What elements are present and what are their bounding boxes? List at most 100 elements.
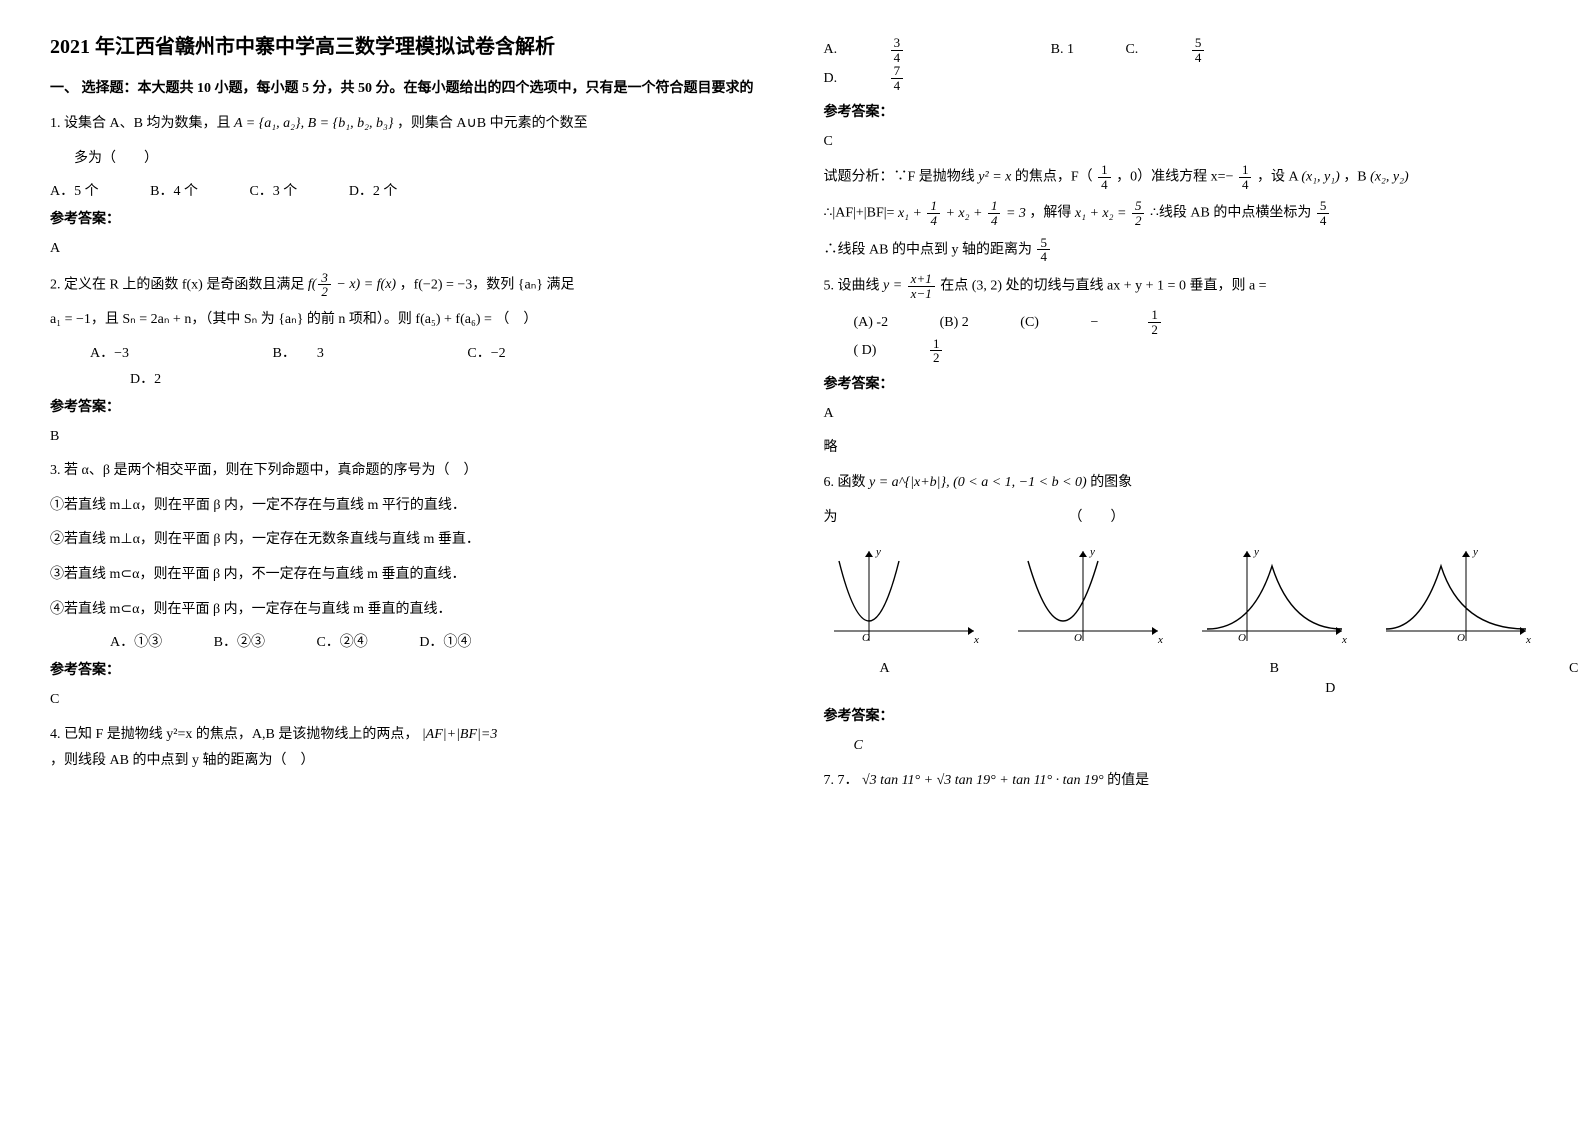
q5-optD-prefix: ( D) [854, 343, 877, 359]
q6-labD: D [1325, 681, 1335, 697]
q4-optC: C. 54 [1125, 36, 1300, 64]
q4-stem: 4. 已知 F 是抛物线 y²=x 的焦点，A,B 是该抛物线上的两点， |AF… [50, 722, 764, 775]
q4-ex1b: 的焦点，F（ [1015, 170, 1093, 185]
q2-optD: D．2 [130, 368, 161, 388]
q4-ex1c: ，0）准线方程 x=− [1116, 170, 1233, 185]
q5-optC-prefix: (C) [1020, 315, 1039, 331]
q1-text-3: 多为（ ） [50, 146, 764, 173]
q6-labC: C [1569, 661, 1578, 677]
right-column: A. 34 B. 1 C. 54 D. 74 参考答案： C 试题分析：∵F 是… [824, 30, 1538, 802]
q3-answer: C [50, 687, 764, 714]
q4-text-2: ，则线段 AB 的中点到 y 轴的距离为（ ） [50, 753, 314, 768]
q4-optB: B. 1 [1051, 42, 1074, 58]
q4-f-num: 1 [1098, 163, 1111, 178]
q2-stem-line1: 2. 定义在 R 上的函数 f(x) 是奇函数且满足 f(32 − x) = f… [50, 271, 764, 299]
q2-options-row1: A．−3 B． 3 C．−2 [50, 342, 764, 362]
q4-optD-num: 7 [891, 64, 904, 79]
q6-labB: B [1270, 661, 1279, 677]
q4-mid-den: 4 [1317, 214, 1330, 228]
q4-ex2a: ∴|AF|+|BF|= [824, 206, 895, 221]
q3-stem: 3. 若 α、β 是两个相交平面，则在下列命题中，真命题的序号为（ ） [50, 458, 764, 485]
q5-options: (A) -2 (B) 2 (C) −12 ( D) 12 [824, 308, 1538, 365]
q4-ex2-expr: x₁ + 14 + x₂ + 14 = 3 [898, 206, 1029, 221]
q4-dir-den: 4 [1239, 178, 1252, 192]
q6-expr: y = a^{|x+b|}, (0 < a < 1, −1 < b < 0) [869, 475, 1087, 490]
q6-graph-labels: A B C D [824, 661, 1538, 697]
q3-optD: D．①④ [419, 631, 471, 651]
q2-answer-label: 参考答案： [50, 396, 764, 416]
q4-optC-den: 4 [1192, 51, 1205, 65]
q6-graph-D: O x y [1376, 541, 1536, 651]
svg-text:y: y [1253, 546, 1259, 558]
q1-answer-label: 参考答案： [50, 208, 764, 228]
q7-stem: 7. 7． √3 tan 11° + √3 tan 19° + tan 11° … [824, 768, 1538, 795]
q5-optC-num: 1 [1148, 308, 1161, 323]
q5-optD: ( D) 12 [854, 337, 1039, 365]
q2-optA: A．−3 [90, 342, 129, 362]
q5-optC: (C) −12 [1020, 308, 1257, 336]
q4-ex2c: ∴线段 AB 的中点横坐标为 [1150, 206, 1311, 221]
q2-optC: C．−2 [467, 342, 505, 362]
q3-optB: B．②③ [214, 631, 265, 651]
left-column: 2021 年江西省赣州市中寨中学高三数学理模拟试卷含解析 一、 选择题：本大题共… [50, 30, 764, 802]
q5-answer: A [824, 401, 1538, 428]
q6-graph-C: O x y [1192, 541, 1352, 651]
svg-text:x: x [1341, 634, 1347, 646]
q6-graphs: O x y O x y O [824, 541, 1538, 651]
svg-text:x: x [973, 634, 979, 646]
q7-text-1: 7. 7． [824, 773, 859, 788]
q2-stem-line2: a₁ = −1，且 Sₙ = 2aₙ + n，（其中 Sₙ 为 {aₙ} 的前 … [50, 307, 764, 334]
q2-text-1: 2. 定义在 R 上的函数 f(x) 是奇函数且满足 [50, 277, 304, 292]
q4-af-bf: |AF|+|BF|=3 [422, 727, 498, 742]
q4-ex1d: ，设 A [1257, 170, 1298, 185]
svg-text:x: x [1525, 634, 1531, 646]
q4-explain-2: ∴|AF|+|BF|= x₁ + 14 + x₂ + 14 = 3 ，解得 x₁… [824, 199, 1538, 227]
q4-f-den: 4 [1098, 178, 1111, 192]
q4-optD: D. 74 [824, 64, 1000, 92]
q6-answer: C [824, 733, 1538, 760]
q4-ex1-expr1: y² = x [978, 170, 1011, 185]
svg-text:y: y [1472, 546, 1478, 558]
q4-ex1a: 试题分析：∵F 是抛物线 [824, 170, 975, 185]
q2-options-row2: D．2 [50, 368, 764, 388]
q1-answer: A [50, 236, 764, 263]
q5-optB: (B) 2 [940, 315, 969, 331]
q3-c1: ①若直线 m⊥α，则在平面 β 内，一定不存在与直线 m 平行的直线． [50, 493, 764, 520]
q3-c3: ③若直线 m⊂α，则在平面 β 内，不一定存在与直线 m 垂直的直线． [50, 562, 764, 589]
q1-text-1: 1. 设集合 A、B 均为数集，且 [50, 116, 230, 131]
q7-expr: √3 tan 11° + √3 tan 19° + tan 11° · tan … [862, 773, 1104, 788]
q1-stem: 1. 设集合 A、B 均为数集，且 A = {a₁, a₂}, B = {b₁,… [50, 111, 764, 138]
q1-optD: D．2 个 [349, 180, 398, 200]
q4-ex2-expr2: x₁ + x₂ = 52 [1075, 206, 1150, 221]
q5-stem: 5. 设曲线 y = x+1x−1 在点 (3, 2) 处的切线与直线 ax +… [824, 272, 1538, 300]
page-title: 2021 年江西省赣州市中寨中学高三数学理模拟试卷含解析 [50, 30, 764, 59]
q1-optA: A．5 个 [50, 180, 99, 200]
q4-optA-num: 3 [891, 36, 904, 51]
q5-optD-den: 2 [930, 351, 943, 365]
q6-text-1: 6. 函数 [824, 475, 866, 490]
q6-labA: A [880, 661, 890, 677]
q4-mid-num: 5 [1317, 199, 1330, 214]
q2-answer: B [50, 424, 764, 451]
q5-optD-num: 1 [930, 337, 943, 352]
q5-note: 略 [824, 435, 1538, 462]
q4-answer: C [824, 129, 1538, 156]
q1-set-expr: A = {a₁, a₂}, B = {b₁, b₂, b₃} [234, 116, 393, 131]
q5-optC-sign: − [1090, 315, 1098, 331]
q4-coordA: (x₁, y₁) [1301, 170, 1340, 185]
svg-text:O: O [1238, 632, 1246, 644]
q1-optB: B．4 个 [150, 180, 198, 200]
q2-optB: B． 3 [273, 342, 324, 362]
svg-text:y: y [1089, 546, 1095, 558]
q4-options: A. 34 B. 1 C. 54 D. 74 [824, 36, 1538, 93]
q1-text-2: ，则集合 A∪B 中元素的个数至 [397, 116, 588, 131]
q5-text-2: 在点 (3, 2) 处的切线与直线 ax + y + 1 = 0 垂直，则 a … [940, 278, 1266, 293]
q4-optD-den: 4 [891, 79, 904, 93]
q6-text-2: 的图象 [1090, 475, 1132, 490]
svg-text:x: x [1157, 634, 1163, 646]
q4-ex3a: ∴线段 AB 的中点到 y 轴的距离为 [824, 242, 1032, 257]
svg-text:O: O [1457, 632, 1465, 644]
q4-optC-num: 5 [1192, 36, 1205, 51]
svg-text:y: y [875, 546, 881, 558]
q1-options: A．5 个 B．4 个 C．3 个 D．2 个 [50, 180, 764, 200]
